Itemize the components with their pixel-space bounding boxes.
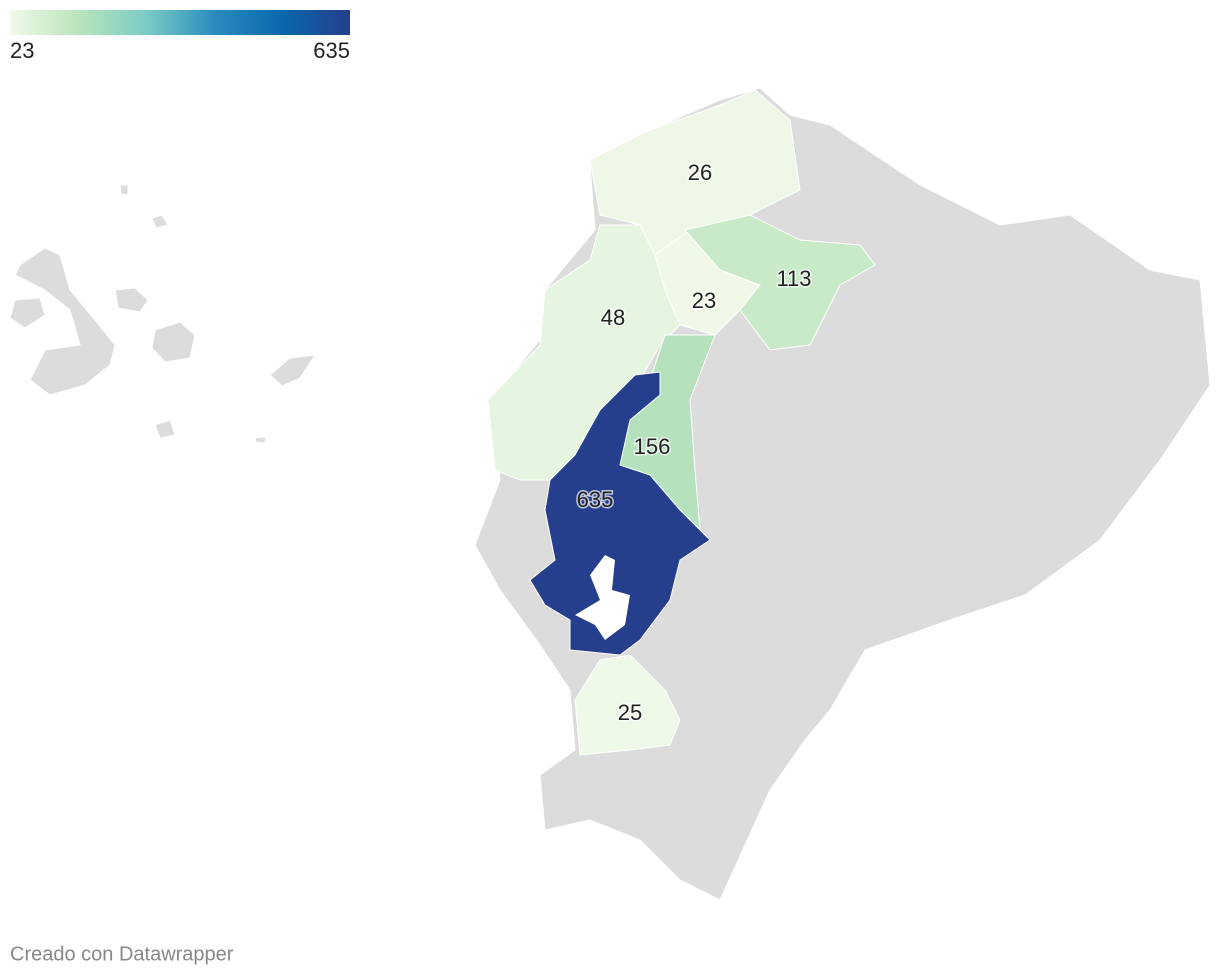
region-label: 156	[634, 434, 671, 459]
region-label: 635	[577, 487, 614, 512]
labels: 26 48 23 113 156 635 25	[575, 158, 813, 726]
legend-min: 23	[10, 38, 34, 63]
region	[574, 654, 681, 756]
region-label: 26	[688, 160, 712, 185]
legend-max: 635	[313, 38, 350, 63]
regions	[487, 89, 876, 756]
region-label: 48	[601, 305, 625, 330]
region	[529, 371, 711, 656]
region-label: 23	[692, 288, 716, 313]
region-label: 25	[618, 700, 642, 725]
galapagos	[9, 184, 317, 444]
legend-gradient	[10, 10, 350, 35]
footer: Creado con Datawrapper	[10, 943, 234, 965]
region	[684, 214, 876, 351]
water	[575, 555, 630, 640]
region-label: 113	[776, 266, 811, 291]
region	[589, 89, 801, 256]
